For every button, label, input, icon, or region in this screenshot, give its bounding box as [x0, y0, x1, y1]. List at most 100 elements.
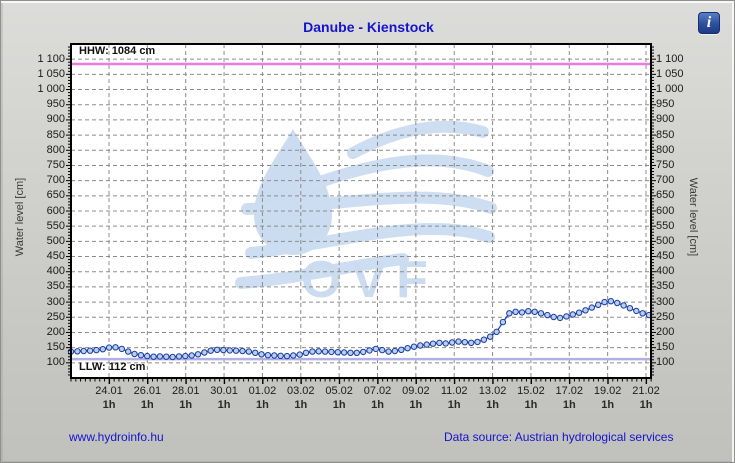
y-tick-label-right: 250: [656, 310, 675, 323]
data-point: [423, 341, 430, 348]
y-tick-label-left: 300: [46, 295, 65, 308]
data-point: [607, 298, 615, 305]
data-point: [544, 311, 551, 319]
y-tick-label-left: 1 050: [37, 67, 65, 80]
data-point: [302, 349, 310, 356]
data-point: [80, 347, 87, 355]
x-tick-date-label: 13.02: [478, 385, 507, 397]
info-icon[interactable]: i: [698, 12, 720, 34]
data-point: [582, 307, 589, 314]
y-tick-label-left: 350: [46, 280, 65, 293]
y-tick-label-right: 950: [656, 98, 675, 111]
x-tick-interval-label: 1h: [562, 399, 576, 411]
x-tick-date-label: 17.02: [555, 385, 584, 397]
data-point: [264, 352, 272, 359]
x-tick-date-label: 19.02: [593, 385, 622, 397]
x-tick-date-label: 07.02: [363, 385, 392, 397]
x-tick-interval-label: 1h: [179, 399, 193, 411]
y-tick-label-left: 600: [46, 204, 65, 217]
data-point: [429, 340, 437, 347]
x-tick-interval-label: 1h: [409, 399, 423, 411]
data-point: [499, 318, 507, 326]
data-point: [525, 308, 532, 315]
x-tick-date-label: 09.02: [402, 385, 430, 397]
data-point: [550, 313, 557, 321]
y-tick-label-right: 700: [656, 174, 675, 187]
y-tick-label-left: 950: [46, 98, 65, 111]
data-point: [493, 328, 500, 335]
x-tick-interval-label: 1h: [639, 399, 653, 411]
data-point: [137, 352, 145, 359]
x-tick-date-label: 30.01: [210, 385, 238, 397]
axis-ticks: [66, 46, 656, 384]
data-point: [442, 340, 449, 347]
y-tick-label-right: 1 100: [656, 52, 684, 65]
data-point: [480, 336, 488, 343]
data-point: [309, 348, 316, 355]
data-point: [321, 348, 329, 355]
data-point: [150, 353, 157, 360]
y-tick-label-left: 850: [46, 128, 65, 141]
x-tick-date-label: 21.02: [632, 385, 660, 397]
y-tick-label-right: 750: [656, 158, 675, 171]
data-point: [366, 347, 373, 354]
data-point: [601, 298, 608, 306]
data-point: [290, 352, 297, 359]
data-point: [328, 348, 335, 356]
data-point: [620, 302, 627, 309]
x-tick-interval-label: 1h: [294, 399, 308, 411]
data-point: [436, 339, 443, 346]
x-tick-interval-label: 1h: [332, 399, 346, 411]
y-axis-title-right: Water level [cm]: [687, 177, 699, 257]
y-tick-label-right: 350: [656, 280, 675, 293]
data-point: [226, 347, 234, 354]
data-point: [220, 346, 227, 354]
y-tick-label-right: 400: [656, 265, 675, 278]
data-point: [315, 348, 322, 355]
data-point: [588, 304, 595, 311]
data-point: [93, 346, 100, 354]
data-point: [410, 343, 418, 350]
data-point: [112, 344, 119, 351]
y-tick-label-left: 1 100: [37, 52, 65, 65]
data-point: [156, 353, 164, 360]
x-tick-date-label: 15.02: [517, 385, 545, 397]
water-level-series: [67, 298, 653, 361]
x-tick-interval-label: 1h: [102, 399, 116, 411]
data-point: [372, 345, 380, 353]
data-point: [391, 347, 399, 355]
y-tick-label-right: 450: [656, 250, 675, 263]
data-point: [252, 349, 259, 356]
data-point: [474, 338, 481, 346]
data-point: [347, 349, 354, 356]
hydroinfo-link[interactable]: www.hydroinfo.hu: [69, 430, 164, 444]
data-point: [461, 339, 468, 346]
data-point: [99, 346, 107, 353]
x-tick-interval-label: 1h: [447, 399, 461, 411]
x-tick-interval-label: 1h: [601, 399, 615, 411]
y-tick-label-left: 800: [46, 143, 65, 156]
y-tick-label-left: 400: [46, 265, 65, 278]
data-point: [455, 338, 462, 345]
x-tick-interval-label: 1h: [217, 399, 231, 411]
data-point: [144, 352, 151, 360]
y-tick-label-right: 300: [656, 295, 675, 308]
data-point: [207, 347, 214, 354]
x-tick-date-label: 24.01: [95, 385, 123, 397]
data-point: [201, 349, 208, 356]
data-point: [213, 346, 221, 353]
page-title: Danube - Kienstock: [303, 19, 434, 35]
y-tick-label-right: 200: [656, 325, 675, 338]
ovf-watermark-text: OVF: [301, 251, 438, 309]
x-tick-date-label: 28.01: [171, 385, 200, 397]
data-point: [569, 311, 576, 318]
x-tick-date-label: 05.02: [325, 385, 353, 397]
y-tick-label-left: 450: [46, 250, 65, 263]
data-point: [626, 305, 634, 312]
data-point: [258, 351, 265, 358]
data-point: [595, 301, 602, 308]
y-tick-label-right: 850: [656, 128, 675, 141]
data-point: [245, 348, 253, 355]
data-point: [188, 352, 195, 359]
y-tick-label-right: 150: [656, 341, 675, 354]
